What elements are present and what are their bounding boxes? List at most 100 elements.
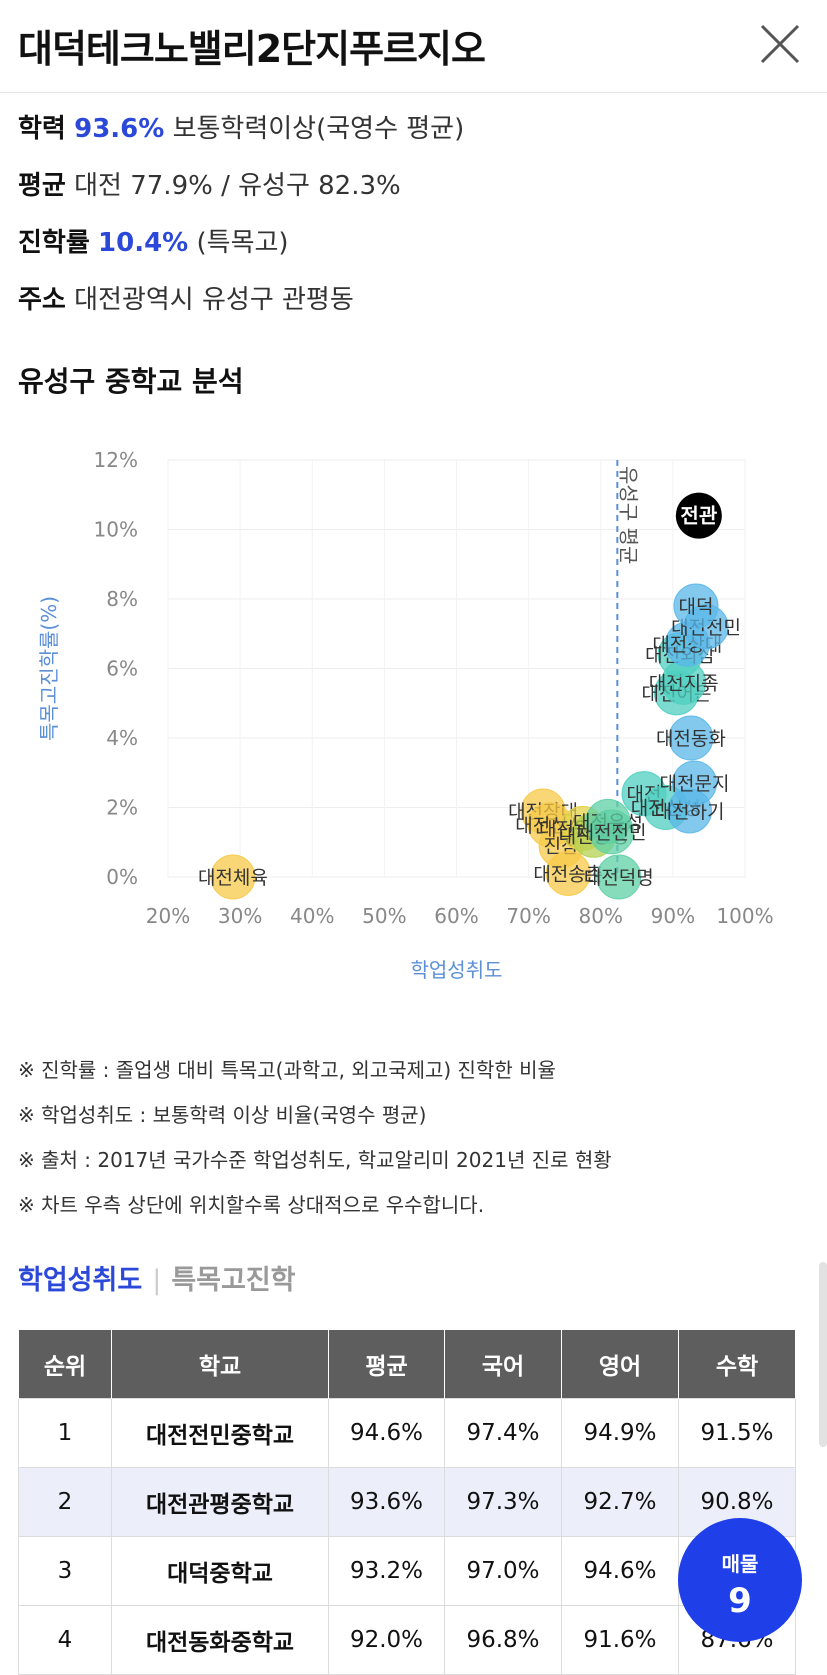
y-tick-label: 10% <box>94 518 138 542</box>
cell-average: 93.6% <box>328 1467 445 1537</box>
scatter-point <box>673 583 719 629</box>
scatter-point-highlight <box>675 492 722 539</box>
scrollbar[interactable] <box>819 1262 827 1447</box>
info-advancement: 진학률 10.4% (특목고) <box>18 222 289 259</box>
tab-bar: 학업성취도 | 특목고진학 <box>18 1258 296 1297</box>
cell-average: 93.2% <box>328 1536 445 1606</box>
achievement-desc: 보통학력이상(국영수 평균) <box>172 114 465 144</box>
cell-korean: 97.4% <box>444 1398 562 1468</box>
advancement-value: 10.4% <box>98 228 189 258</box>
y-tick-label: 6% <box>106 657 138 681</box>
header-math: 수학 <box>678 1329 796 1399</box>
table-row[interactable]: 1 대전전민중학교 94.6% 97.4% 94.9% 91.5% <box>18 1398 796 1468</box>
y-tick-label: 4% <box>106 726 138 750</box>
x-tick-label: 40% <box>290 904 334 928</box>
cell-rank: 4 <box>18 1605 112 1675</box>
point-label: 대전동화 <box>656 728 726 750</box>
x-tick-label: 100% <box>716 904 773 928</box>
section-title: 유성구 중학교 분석 <box>18 365 244 398</box>
cell-korean: 96.8% <box>444 1605 562 1675</box>
info-achievement: 학력 93.6% 보통학력이상(국영수 평균) <box>18 108 464 145</box>
scatter-point <box>596 854 642 900</box>
point-label: 대전체육 <box>198 867 268 889</box>
achievement-label: 학력 <box>18 114 66 144</box>
point-label: 대전덕명 <box>584 867 654 889</box>
page-title: 대덕테크노밸리2단지푸르지오 <box>18 27 486 71</box>
point-label: 대전문지 <box>660 773 730 795</box>
address-text: 대전광역시 유성구 관평동 <box>74 285 354 315</box>
advancement-desc: (특목고) <box>196 228 289 258</box>
y-tick-label: 2% <box>106 796 138 820</box>
y-tick-label: 0% <box>106 865 138 889</box>
header-school: 학교 <box>111 1329 329 1399</box>
point-label: 대전하기 <box>655 801 725 823</box>
note-4: ※ 차트 우측 상단에 위치할수록 상대적으로 우수합니다. <box>18 1193 485 1217</box>
cell-english: 94.6% <box>561 1536 679 1606</box>
cell-average: 92.0% <box>328 1605 445 1675</box>
average-label: 평균 <box>18 171 66 201</box>
y-tick-label: 12% <box>94 448 138 472</box>
ranking-table: 순위 학교 평균 국어 영어 수학 1 대전전민중학교 94.6% 97.4% … <box>18 1329 796 1675</box>
cell-rank: 1 <box>18 1398 112 1468</box>
tab-separator: | <box>152 1265 162 1296</box>
close-icon[interactable] <box>758 22 802 66</box>
cell-english: 94.9% <box>561 1398 679 1468</box>
point-label: 전관 <box>680 504 717 528</box>
cell-english: 92.7% <box>561 1467 679 1537</box>
cell-korean: 97.3% <box>444 1467 562 1537</box>
scatter-point <box>589 809 635 855</box>
info-average: 평균 대전 77.9% / 유성구 82.3% <box>18 165 401 202</box>
cell-school: 대전동화중학교 <box>111 1605 329 1675</box>
cell-english: 91.6% <box>561 1605 679 1675</box>
info-address: 주소 대전광역시 유성구 관평동 <box>18 279 354 316</box>
cell-math: 90.8% <box>678 1467 796 1537</box>
x-tick-label: 60% <box>434 904 478 928</box>
note-2: ※ 학업성취도 : 보통학력 이상 비율(국영수 평균) <box>18 1103 427 1127</box>
y-axis-label: 특목고진학률(%) <box>37 596 61 741</box>
header-average: 평균 <box>328 1329 445 1399</box>
x-tick-label: 50% <box>362 904 406 928</box>
note-1: ※ 진학률 : 졸업생 대비 특목고(과학고, 외고국제고) 진학한 비율 <box>18 1058 556 1082</box>
reference-line-label: 유성구 평균 <box>616 466 640 564</box>
scatter-point <box>672 760 718 806</box>
header-english: 영어 <box>561 1329 679 1399</box>
scatter-chart: 0% 2% 4% 6% 8% 10% 12% 20% 30% 40% 50% 60% 70% 80% 90%… <box>37 448 774 982</box>
point-label: 대덕 <box>678 596 713 618</box>
scatter-point <box>545 851 591 897</box>
scatter-point <box>210 854 256 900</box>
table-row[interactable]: 2 대전관평중학교 93.6% 97.3% 92.7% 90.8% <box>18 1467 796 1537</box>
average-text: 대전 77.9% / 유성구 82.3% <box>74 171 401 201</box>
y-tick-label: 8% <box>106 587 138 611</box>
cell-school: 대전관평중학교 <box>111 1467 329 1537</box>
x-tick-label: 90% <box>651 904 695 928</box>
x-tick-label: 70% <box>506 904 550 928</box>
cell-math: 91.5% <box>678 1398 796 1468</box>
cell-school: 대덕중학교 <box>111 1536 329 1606</box>
header-rank: 순위 <box>18 1329 112 1399</box>
achievement-value: 93.6% <box>74 114 165 144</box>
listings-label: 매물 <box>721 1552 759 1576</box>
x-axis-label: 학업성취도 <box>411 958 503 982</box>
header: 대덕테크노밸리2단지푸르지오 <box>0 0 827 93</box>
point-label: 대전송촌 <box>533 864 603 886</box>
header-korean: 국어 <box>444 1329 562 1399</box>
tab-achievement[interactable]: 학업성취도 <box>18 1265 143 1296</box>
cell-school: 대전전민중학교 <box>111 1398 329 1468</box>
note-3: ※ 출처 : 2017년 국가수준 학업성취도, 학교알리미 2021년 진로 … <box>18 1148 612 1172</box>
address-label: 주소 <box>18 285 66 315</box>
listings-count: 9 <box>728 1581 752 1621</box>
x-tick-label: 30% <box>218 904 262 928</box>
cell-rank: 2 <box>18 1467 112 1537</box>
scatter-point <box>668 715 714 761</box>
point-label: 대전지족 <box>649 672 719 694</box>
cell-rank: 3 <box>18 1536 112 1606</box>
cell-average: 94.6% <box>328 1398 445 1468</box>
point-label: 대전전민 <box>577 822 647 844</box>
tab-advancement[interactable]: 특목고진학 <box>171 1265 296 1296</box>
x-tick-label: 20% <box>146 904 190 928</box>
x-tick-label: 80% <box>579 904 623 928</box>
advancement-label: 진학률 <box>18 228 90 258</box>
cell-korean: 97.0% <box>444 1536 562 1606</box>
table-header-row: 순위 학교 평균 국어 영어 수학 <box>18 1329 796 1399</box>
listings-button[interactable]: 매물 9 <box>678 1518 802 1642</box>
